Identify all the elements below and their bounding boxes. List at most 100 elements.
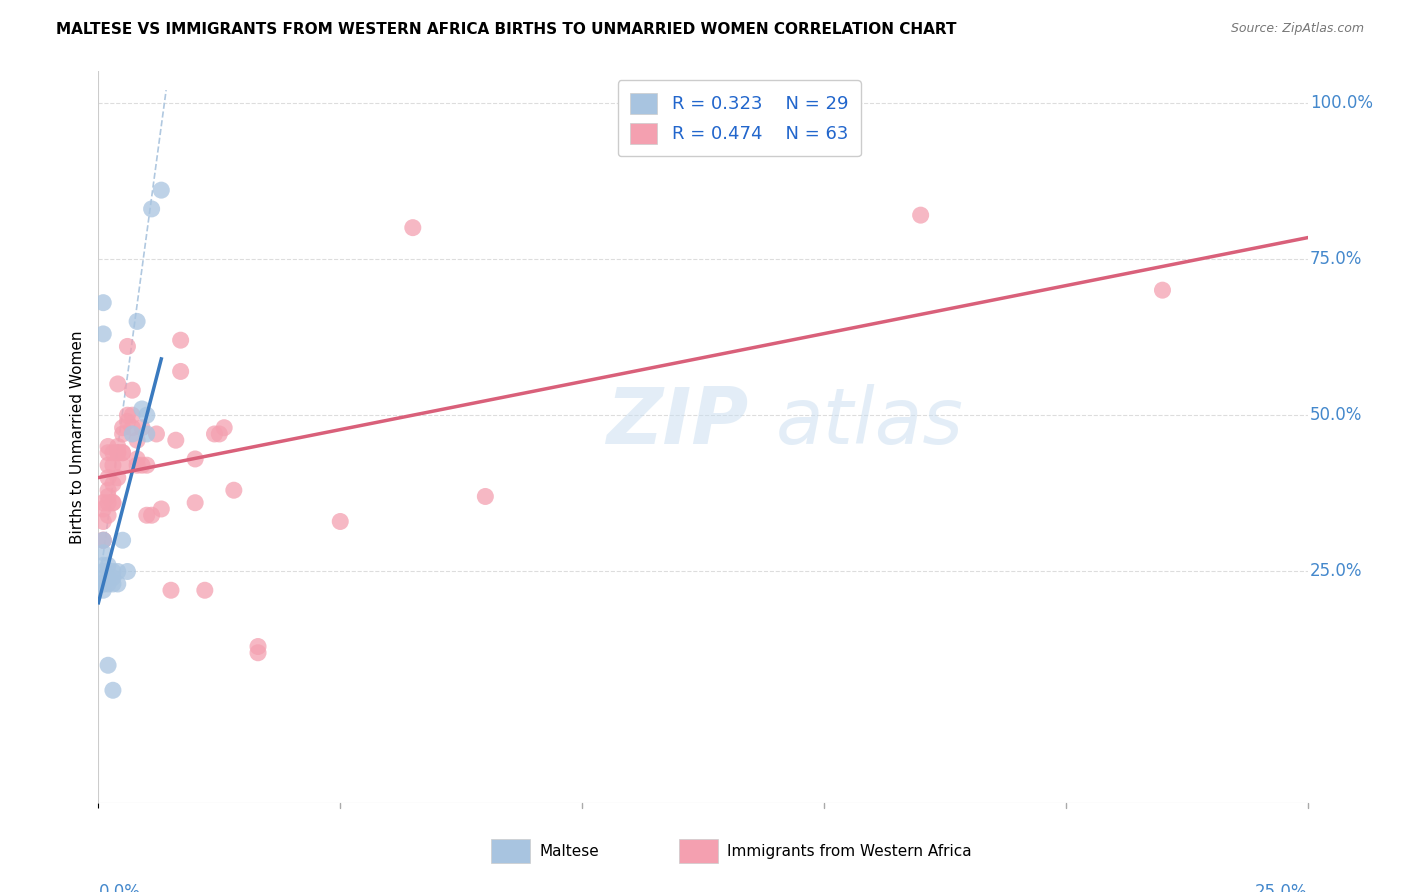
Point — [91, 295, 114, 310]
Point — [160, 583, 183, 598]
Point — [127, 434, 149, 448]
Point — [121, 408, 143, 422]
Legend: R = 0.323    N = 29, R = 0.474    N = 63: R = 0.323 N = 29, R = 0.474 N = 63 — [617, 80, 860, 156]
Point — [101, 446, 124, 460]
Point — [247, 646, 270, 660]
Point — [111, 426, 134, 441]
Point — [97, 490, 120, 504]
Point — [107, 376, 129, 391]
Point — [97, 571, 120, 585]
Point — [91, 326, 114, 341]
Point — [117, 414, 139, 428]
Point — [107, 565, 129, 579]
Point — [101, 496, 124, 510]
Point — [135, 458, 157, 473]
Point — [107, 440, 129, 454]
Point — [117, 408, 139, 422]
Point — [91, 533, 114, 548]
Text: 50.0%: 50.0% — [1310, 406, 1362, 425]
Text: Immigrants from Western Africa: Immigrants from Western Africa — [727, 844, 972, 859]
Point — [91, 565, 114, 579]
Point — [184, 452, 207, 467]
Point — [208, 426, 231, 441]
Point — [127, 314, 149, 328]
Point — [910, 208, 932, 222]
Point — [127, 458, 149, 473]
Point — [150, 502, 173, 516]
Point — [111, 446, 134, 460]
Text: 25.0%: 25.0% — [1310, 563, 1362, 581]
Point — [91, 546, 114, 560]
Point — [101, 458, 124, 473]
Point — [91, 496, 114, 510]
Point — [127, 452, 149, 467]
Point — [117, 565, 139, 579]
Point — [91, 583, 114, 598]
Point — [135, 408, 157, 422]
Point — [169, 333, 191, 347]
Point — [91, 515, 114, 529]
Point — [121, 383, 143, 397]
Point — [111, 458, 134, 473]
Point — [101, 683, 124, 698]
Point — [204, 426, 226, 441]
Point — [97, 558, 120, 573]
Point — [107, 577, 129, 591]
Text: MALTESE VS IMMIGRANTS FROM WESTERN AFRICA BIRTHS TO UNMARRIED WOMEN CORRELATION : MALTESE VS IMMIGRANTS FROM WESTERN AFRIC… — [56, 22, 956, 37]
Point — [131, 401, 153, 416]
Point — [91, 502, 114, 516]
Point — [117, 339, 139, 353]
Point — [184, 496, 207, 510]
Point — [101, 477, 124, 491]
Text: Source: ZipAtlas.com: Source: ZipAtlas.com — [1230, 22, 1364, 36]
Point — [91, 577, 114, 591]
Point — [111, 420, 134, 434]
Bar — [679, 839, 717, 863]
Point — [91, 533, 114, 548]
Point — [222, 483, 245, 498]
Point — [97, 471, 120, 485]
Text: 0.0%: 0.0% — [98, 883, 141, 892]
Point — [97, 658, 120, 673]
Point — [101, 577, 124, 591]
Point — [97, 508, 120, 523]
Point — [402, 220, 425, 235]
Point — [111, 446, 134, 460]
Point — [97, 577, 120, 591]
Point — [97, 440, 120, 454]
Point — [121, 426, 143, 441]
Point — [212, 420, 235, 434]
Point — [141, 508, 163, 523]
Point — [91, 558, 114, 573]
Point — [121, 420, 143, 434]
Point — [131, 420, 153, 434]
Bar — [492, 839, 530, 863]
Point — [1152, 283, 1174, 297]
Point — [165, 434, 187, 448]
Point — [97, 458, 120, 473]
Point — [135, 508, 157, 523]
Text: 25.0%: 25.0% — [1256, 883, 1308, 892]
Point — [97, 496, 120, 510]
Point — [474, 490, 496, 504]
Point — [145, 426, 167, 441]
Point — [101, 565, 124, 579]
Point — [135, 426, 157, 441]
Point — [131, 458, 153, 473]
Point — [329, 515, 352, 529]
Point — [111, 533, 134, 548]
Point — [247, 640, 270, 654]
Point — [97, 446, 120, 460]
Point — [91, 571, 114, 585]
Y-axis label: Births to Unmarried Women: Births to Unmarried Women — [69, 330, 84, 544]
Point — [101, 571, 124, 585]
Text: ZIP: ZIP — [606, 384, 748, 460]
Point — [107, 446, 129, 460]
Point — [194, 583, 217, 598]
Text: atlas: atlas — [776, 384, 963, 460]
Text: 100.0%: 100.0% — [1310, 94, 1374, 112]
Text: Maltese: Maltese — [540, 844, 599, 859]
Point — [107, 446, 129, 460]
Point — [107, 471, 129, 485]
Point — [97, 483, 120, 498]
